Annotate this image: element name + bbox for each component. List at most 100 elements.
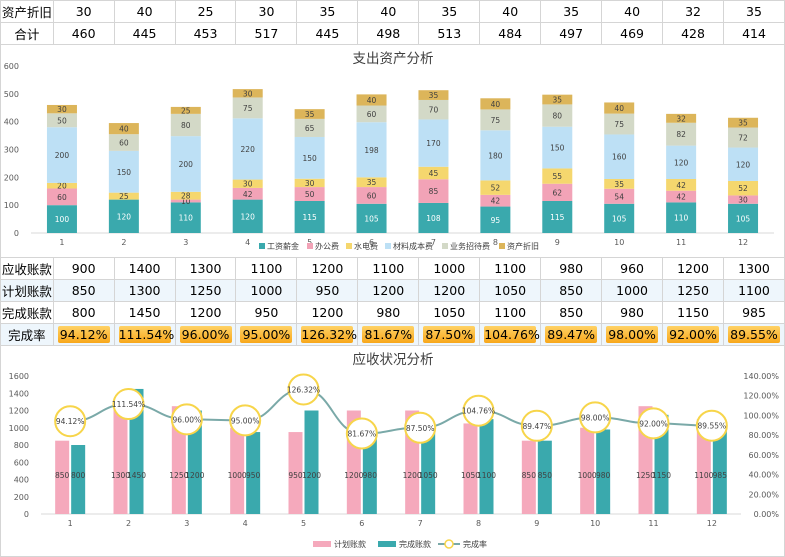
bar-segment [108, 150, 139, 193]
data-label: 110 [674, 214, 689, 223]
bar [230, 427, 245, 514]
bar-segment [542, 126, 573, 169]
x-tick-label: 2 [121, 238, 126, 247]
data-label: 52 [491, 184, 501, 193]
legend-label: 工资薪金 [267, 241, 299, 251]
bar-segment [728, 203, 759, 233]
bar [596, 429, 611, 514]
data-label: 62 [553, 188, 563, 197]
table-cell: 980 [540, 257, 603, 280]
rate-label: 92.00% [639, 419, 668, 428]
rate-marker [637, 407, 670, 440]
y-tick-label: 400 [14, 476, 29, 485]
row-header: 资产折旧 [0, 0, 54, 23]
bar-segment [294, 109, 325, 119]
bar-segment [170, 106, 201, 114]
rate-cell: 87.50% [418, 323, 481, 346]
table-cell: 428 [662, 22, 724, 45]
bar-segment [604, 179, 635, 189]
x-tick-label: 8 [476, 519, 481, 528]
table-row: 合计 460 445 453 517 445 498 513 484 497 469 428 414 [0, 22, 785, 45]
bar-segment [232, 187, 263, 200]
bar-segment [418, 179, 449, 203]
y-tick-label: 1000 [9, 424, 29, 433]
data-label: 150 [302, 154, 317, 163]
table-cell: 497 [540, 22, 603, 45]
data-label: 1200 [185, 471, 204, 480]
y2-tick-label: 0.00% [754, 510, 780, 519]
data-label: 30 [738, 196, 748, 205]
data-label: 1250 [636, 471, 655, 480]
rate-label: 89.55% [698, 422, 727, 431]
x-tick-label: 10 [614, 238, 624, 247]
data-label: 85 [429, 187, 439, 196]
data-label: 75 [243, 104, 253, 113]
bar-segment [232, 89, 263, 98]
data-label: 55 [553, 172, 563, 181]
x-tick-label: 3 [184, 519, 189, 528]
data-label: 150 [117, 168, 132, 177]
bar-segment [232, 179, 263, 188]
rate-label: 104.76% [462, 407, 495, 416]
rate-marker [695, 409, 728, 442]
table-cell: 517 [235, 22, 298, 45]
data-label: 800 [71, 471, 86, 480]
data-label: 10 [181, 197, 191, 206]
bar-segment [542, 168, 573, 184]
table-cell: 498 [357, 22, 420, 45]
table-cell: 40 [357, 0, 420, 23]
data-label: 40 [367, 96, 377, 105]
data-label: 1450 [127, 471, 146, 480]
rate-badge: 104.76% [484, 326, 540, 343]
table-cell: 25 [174, 0, 237, 23]
table-cell: 1100 [235, 257, 298, 280]
bar-segment [294, 187, 325, 201]
data-label: 60 [367, 191, 377, 200]
bar [187, 410, 202, 514]
rate-label: 94.12% [56, 417, 85, 426]
table-cell: 1300 [113, 279, 176, 302]
data-label: 120 [674, 158, 689, 167]
data-label: 1000 [228, 471, 247, 480]
legend-swatch [378, 541, 396, 547]
rate-badge: 95.00% [240, 326, 293, 343]
bar-segment [480, 206, 511, 233]
chart-title: 支出资产分析 [353, 51, 434, 67]
y-tick-label: 100 [4, 201, 19, 210]
data-label: 160 [612, 153, 627, 162]
y2-tick-label: 80.00% [748, 431, 779, 440]
bar-segment [294, 118, 325, 137]
bar-segment [418, 119, 449, 167]
table-cell: 1000 [418, 257, 481, 280]
data-label: 200 [55, 151, 70, 160]
bar-segment [46, 113, 77, 128]
rate-badge: 98.00% [606, 326, 659, 343]
x-tick-label: 7 [418, 519, 423, 528]
table-cell: 1200 [662, 257, 724, 280]
x-tick-label: 6 [369, 238, 374, 247]
data-label: 42 [491, 197, 501, 206]
bar-segment [170, 199, 201, 203]
rate-badge: 87.50% [423, 326, 476, 343]
bar-segment [604, 113, 635, 135]
data-label: 60 [367, 110, 377, 119]
legend-label: 水电费 [354, 241, 378, 251]
data-label: 105 [364, 214, 379, 223]
table-cell: 32 [662, 0, 724, 23]
bar [712, 429, 727, 514]
data-label: 75 [491, 116, 501, 125]
legend-swatch [259, 243, 265, 249]
bar-segment [480, 130, 511, 181]
y-tick-label: 1400 [9, 389, 29, 398]
bar [537, 440, 552, 514]
table-cell: 1000 [601, 279, 664, 302]
legend-swatch [307, 243, 313, 249]
y-tick-label: 1200 [9, 407, 29, 416]
rate-marker [462, 394, 495, 427]
data-label: 60 [119, 139, 129, 148]
table-cell: 1200 [296, 257, 359, 280]
rate-label: 96.00% [173, 415, 202, 424]
x-tick-label: 1 [59, 238, 64, 247]
table-cell: 1300 [722, 257, 785, 280]
rate-marker [54, 405, 87, 438]
